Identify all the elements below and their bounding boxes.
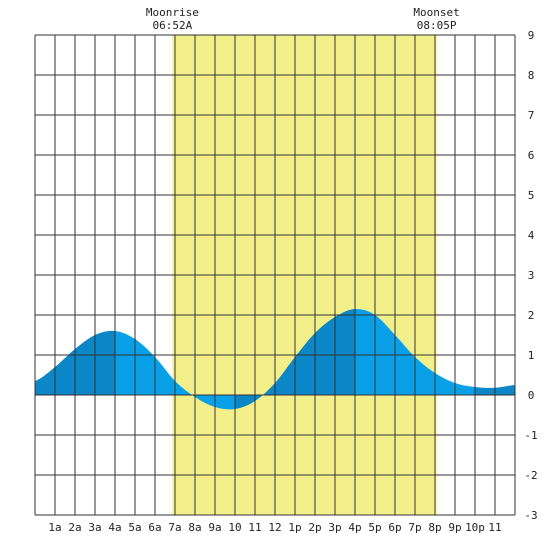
y-tick-label: 6 [528,149,535,162]
x-tick-label: 7a [168,521,181,534]
y-tick-label: 0 [528,389,535,402]
y-tick-label: -1 [524,429,537,442]
y-tick-labels: 9 8 7 6 5 4 3 2 1 0 -1 -2 -3 [524,29,537,522]
x-tick-label: 6p [388,521,401,534]
x-tick-label: 10 [228,521,241,534]
y-tick-label: 2 [528,309,535,322]
x-tick-label: 5a [128,521,141,534]
x-tick-label: 10p [465,521,485,534]
y-tick-label: 8 [528,69,535,82]
y-tick-label: 1 [528,349,535,362]
y-tick-label: -2 [524,469,537,482]
x-tick-label: 3p [328,521,341,534]
y-tick-label: 3 [528,269,535,282]
x-tick-label: 7p [408,521,421,534]
x-tick-label: 8a [188,521,201,534]
x-tick-label: 8p [428,521,441,534]
moon-event-time: 06:52A [153,19,193,32]
moon-event-name: Moonset [413,6,459,19]
y-tick-label: 4 [528,229,535,242]
x-tick-label: 2p [308,521,321,534]
x-tick-label: 1a [48,521,61,534]
x-tick-label: 9p [448,521,461,534]
moon-event-name: Moonrise [146,6,199,19]
grid-layer [34,34,516,516]
moon-event-time: 08:05P [417,19,457,32]
x-tick-label: 11 [248,521,261,534]
x-tick-labels: 1a 2a 3a 4a 5a 6a 7a 8a 9a 10 11 12 1p 2p 3p 4p 5p 6p 7p 8p… [48,521,501,534]
x-tick-label: 3a [88,521,101,534]
y-tick-label: 7 [528,109,535,122]
tide-segment [355,308,475,395]
y-tick-label: -3 [524,509,537,522]
y-tick-label: 5 [528,189,535,202]
x-tick-label: 12 [268,521,281,534]
x-tick-label: 9a [208,521,221,534]
x-tick-label: 11 [488,521,501,534]
x-tick-label: 1p [288,521,301,534]
x-tick-label: 6a [148,521,161,534]
x-tick-label: 4p [348,521,361,534]
tide-segment [115,331,235,410]
x-tick-label: 2a [68,521,81,534]
x-tick-label: 5p [368,521,381,534]
y-tick-label: 9 [528,29,535,42]
x-tick-label: 4a [108,521,121,534]
